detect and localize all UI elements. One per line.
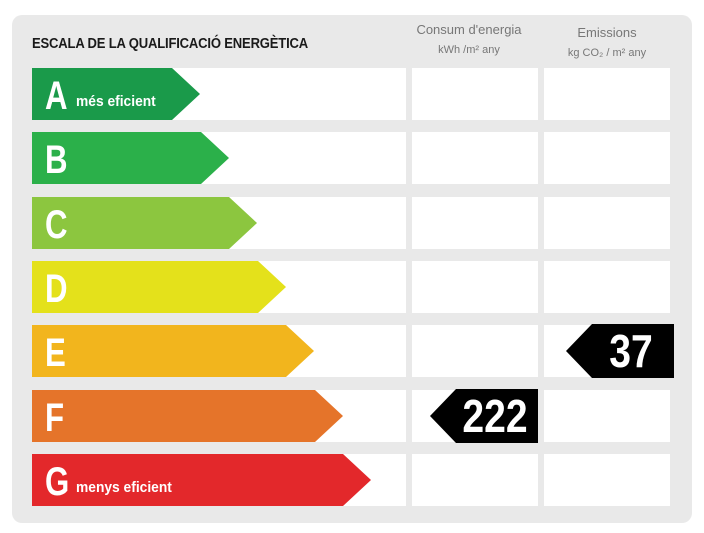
rating-letter-e: E — [45, 331, 66, 375]
consum-column-unit: kWh /m² any — [438, 44, 500, 56]
rating-arrow-e: E — [32, 325, 314, 377]
emissions-value-badge-value: 37 — [609, 325, 653, 377]
rating-note-a: més eficient — [76, 93, 156, 110]
rating-arrow-f: F — [32, 390, 343, 442]
emissions-column-header: Emissions kg CO₂ / m² any — [544, 25, 670, 61]
rating-arrow-c: C — [32, 197, 257, 249]
consum-cell-d — [412, 261, 538, 313]
consum-value-badge: 222 — [430, 389, 538, 443]
emissions-cell-g — [544, 454, 670, 506]
rating-letter-a: A — [45, 74, 68, 118]
rating-arrow-shape-c — [32, 197, 257, 249]
rating-letter-d: D — [45, 267, 68, 311]
label-title: ESCALA DE LA QUALIFICACIÓ ENERGÈTICA — [32, 36, 309, 52]
rating-letter-c: C — [45, 203, 68, 247]
rating-arrow-shape-g — [32, 454, 371, 506]
consum-value-badge-value: 222 — [462, 390, 528, 442]
consum-cell-e — [412, 325, 538, 377]
emissions-column-label: Emissions — [577, 25, 637, 40]
rating-arrow-shape-d — [32, 261, 286, 313]
rating-letter-f: F — [45, 396, 65, 440]
emissions-cell-f — [544, 390, 670, 442]
emissions-cell-d — [544, 261, 670, 313]
emissions-cell-c — [544, 197, 670, 249]
rating-arrow-shape-e — [32, 325, 314, 377]
rating-letter-g: G — [45, 460, 70, 504]
emissions-cell-a — [544, 68, 670, 120]
rating-letter-b: B — [45, 138, 68, 182]
consum-cell-g — [412, 454, 538, 506]
emissions-cell-b — [544, 132, 670, 184]
rating-arrow-b: B — [32, 132, 229, 184]
rating-note-g: menys eficient — [76, 479, 172, 496]
consum-cell-a — [412, 68, 538, 120]
emissions-value-badge: 37 — [566, 324, 674, 378]
emissions-column-unit: kg CO₂ / m² any — [567, 47, 647, 59]
rating-arrow-shape-b — [32, 132, 229, 184]
rating-arrow-shape-a — [32, 68, 200, 120]
consum-column-header: Consum d'energia kWh /m² any — [412, 22, 526, 58]
consum-cell-c — [412, 197, 538, 249]
consum-column-label: Consum d'energia — [416, 22, 522, 37]
rating-arrow-d: D — [32, 261, 286, 313]
consum-cell-b — [412, 132, 538, 184]
rating-arrow-shape-f — [32, 390, 343, 442]
